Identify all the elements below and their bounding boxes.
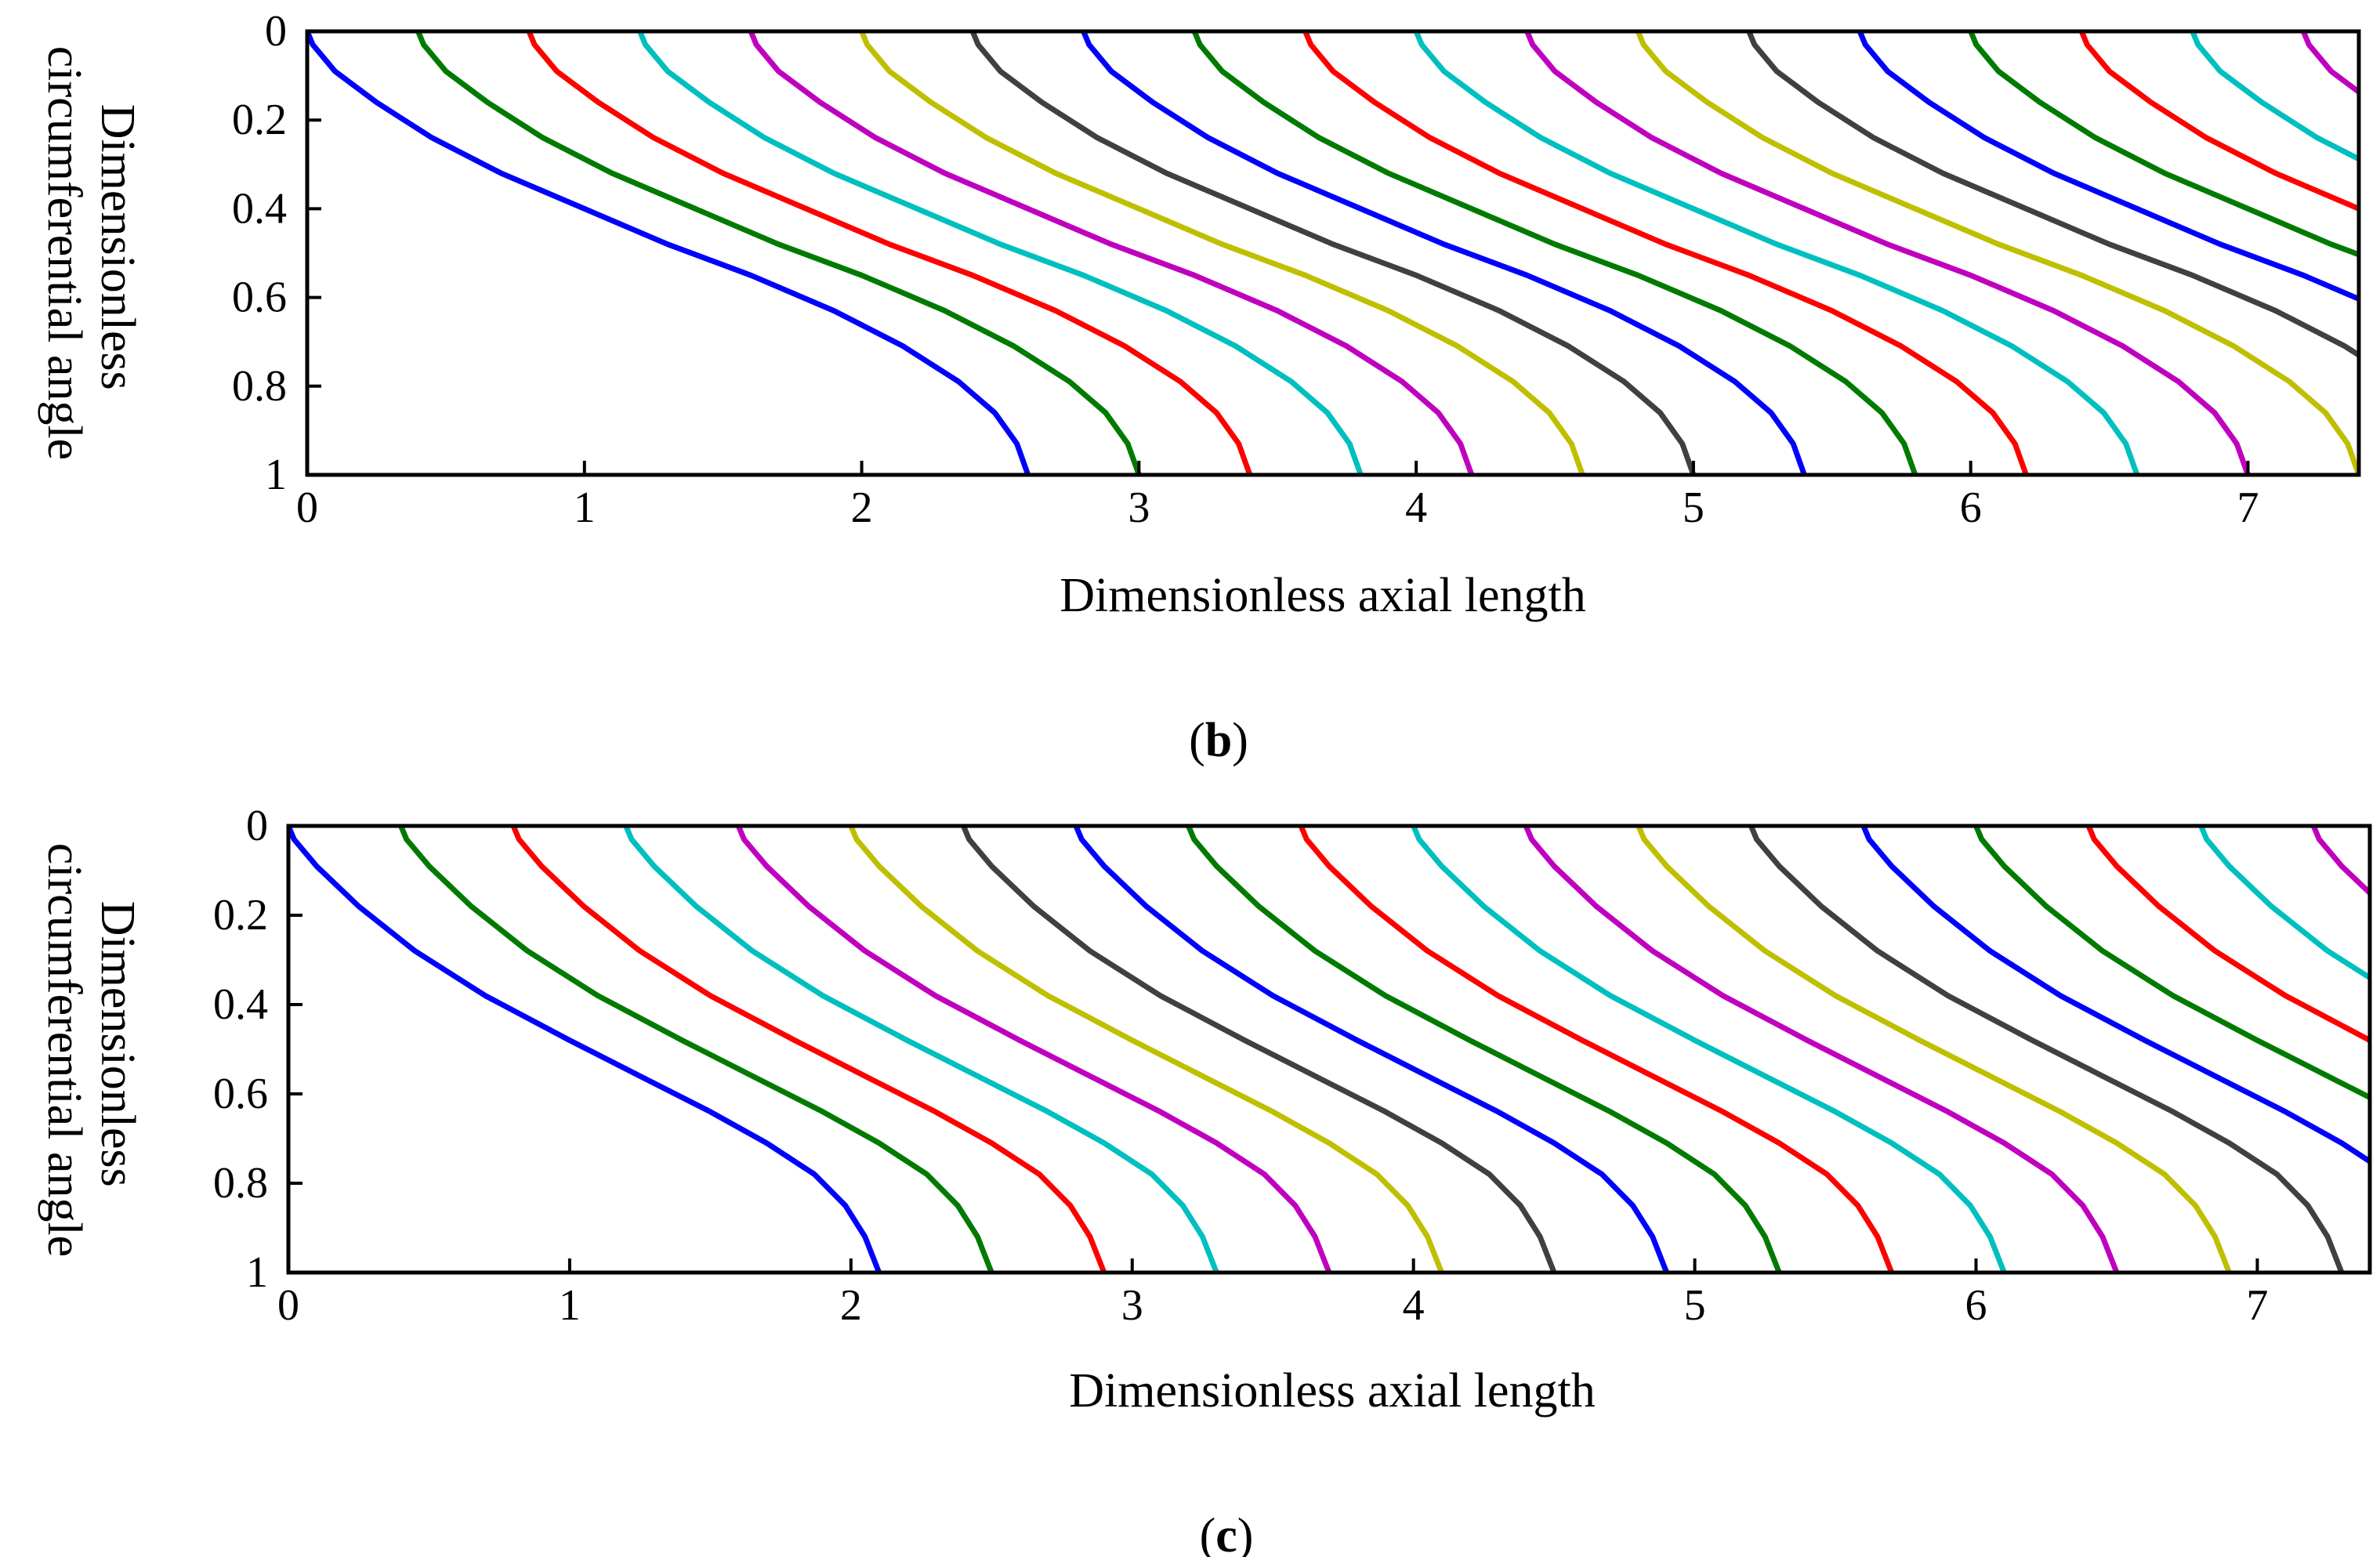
series-line-9 xyxy=(1186,826,1782,1273)
series-line-5 xyxy=(735,826,1332,1273)
series-line-17 xyxy=(2085,826,2370,1044)
x-axis-title: Dimensionless axial length xyxy=(1060,569,1586,622)
series-line-14 xyxy=(1748,826,2345,1273)
y-tick-label: 0.6 xyxy=(232,273,287,322)
series-line-19 xyxy=(2310,826,2370,897)
x-tick-label: 3 xyxy=(1128,483,1150,532)
series-line-16 xyxy=(1973,826,2370,1101)
x-axis-ticks: 0 1 2 3 4 5 6 7 xyxy=(277,1258,2268,1330)
x-axis-title: Dimensionless axial length xyxy=(1069,1364,1596,1418)
series-line-16 xyxy=(1968,31,2359,258)
series-line-4 xyxy=(623,826,1219,1273)
x-tick-label: 1 xyxy=(559,1281,581,1330)
x-tick-label: 6 xyxy=(1960,483,1982,532)
x-tick-label: 4 xyxy=(1405,483,1427,532)
panel-label: (b) xyxy=(1189,714,1248,767)
series-layer xyxy=(307,31,2359,475)
x-tick-label: 7 xyxy=(2246,1281,2268,1330)
y-tick-label: 0.8 xyxy=(213,1159,268,1208)
panel-label-letter: b xyxy=(1205,714,1232,767)
series-line-15 xyxy=(1860,826,2370,1165)
y-axis-title-line-2: circumferential angle xyxy=(38,843,91,1257)
x-tick-label: 4 xyxy=(1403,1281,1425,1330)
series-line-12 xyxy=(1524,31,2251,475)
x-tick-label: 5 xyxy=(1684,1281,1706,1330)
x-tick-label: 2 xyxy=(851,483,873,532)
x-tick-label: 3 xyxy=(1121,1281,1143,1330)
series-line-7 xyxy=(960,826,1557,1273)
y-tick-label: 0.4 xyxy=(213,980,268,1029)
series-line-13 xyxy=(1635,31,2359,475)
series-line-3 xyxy=(510,826,1107,1273)
y-tick-label: 0 xyxy=(246,802,268,850)
y-tick-label: 1 xyxy=(246,1248,268,1297)
series-line-17 xyxy=(2078,31,2359,212)
y-tick-label: 0.2 xyxy=(213,891,268,940)
series-line-11 xyxy=(1411,826,2007,1273)
series-line-13 xyxy=(1636,826,2232,1273)
series-line-9 xyxy=(1191,31,1918,475)
series-line-18 xyxy=(2198,826,2370,981)
series-line-1 xyxy=(307,31,1031,475)
y-tick-label: 0.6 xyxy=(213,1070,268,1118)
series-line-18 xyxy=(2190,31,2359,162)
series-line-19 xyxy=(2300,31,2359,96)
y-tick-label: 0.8 xyxy=(232,362,287,411)
series-line-2 xyxy=(415,31,1142,475)
y-axis-title-line-1: Dimensionless xyxy=(91,901,144,1187)
panel-label: (c) xyxy=(1200,1509,1254,1557)
series-line-4 xyxy=(637,31,1364,475)
series-layer xyxy=(288,826,2370,1273)
y-tick-label: 0 xyxy=(265,7,287,56)
panel-label-letter: c xyxy=(1215,1509,1237,1557)
y-tick-label: 1 xyxy=(265,451,287,499)
series-line-6 xyxy=(859,31,1585,475)
x-tick-label: 2 xyxy=(840,1281,862,1330)
y-axis-title-line-2: circumferential angle xyxy=(38,46,91,460)
series-line-10 xyxy=(1302,31,2029,475)
x-axis-ticks: 0 1 2 3 4 5 6 7 xyxy=(296,461,2259,532)
x-tick-label: 5 xyxy=(1683,483,1704,532)
x-tick-label: 1 xyxy=(574,483,596,532)
series-line-7 xyxy=(969,31,1697,475)
x-tick-label: 7 xyxy=(2237,483,2259,532)
series-line-8 xyxy=(1073,826,1670,1273)
series-line-3 xyxy=(526,31,1253,475)
series-line-5 xyxy=(748,31,1475,475)
plot-frame xyxy=(286,824,2372,1275)
x-tick-label: 0 xyxy=(277,1281,299,1330)
series-line-11 xyxy=(1413,31,2140,475)
y-tick-label: 0.4 xyxy=(232,184,287,233)
y-axis-title-line-1: Dimensionless xyxy=(91,104,144,390)
series-line-14 xyxy=(1746,31,2359,359)
y-axis-title: Dimensionless circumferential angle xyxy=(38,46,144,460)
plot-frame xyxy=(305,29,2361,477)
y-axis-ticks: 0 0.2 0.4 0.6 0.8 1 xyxy=(213,802,302,1297)
y-axis-title: Dimensionless circumferential angle xyxy=(38,843,144,1257)
y-tick-label: 0.2 xyxy=(232,96,287,144)
x-tick-label: 6 xyxy=(1965,1281,1987,1330)
series-line-15 xyxy=(1857,31,2359,302)
series-line-1 xyxy=(288,826,882,1273)
series-line-6 xyxy=(848,826,1445,1273)
series-line-2 xyxy=(398,826,994,1273)
y-axis-ticks: 0 0.2 0.4 0.6 0.8 1 xyxy=(232,7,321,499)
x-tick-label: 0 xyxy=(296,483,318,532)
series-line-10 xyxy=(1298,826,1895,1273)
series-line-12 xyxy=(1523,826,2120,1273)
series-line-8 xyxy=(1081,31,1807,475)
